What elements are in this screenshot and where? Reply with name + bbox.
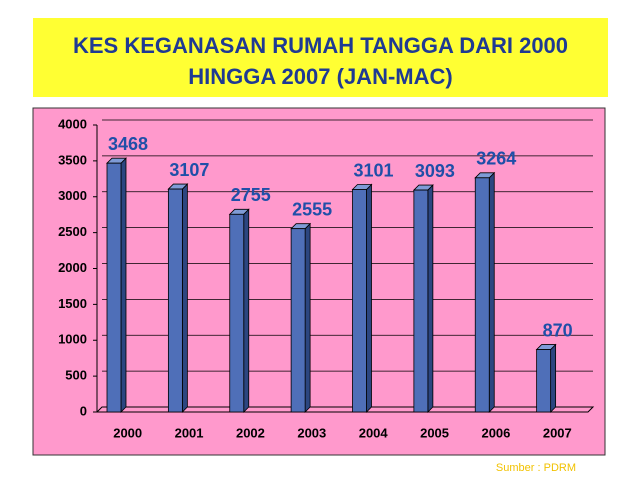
y-tick-label: 2000 — [58, 260, 87, 275]
value-label: 2555 — [292, 199, 332, 219]
x-tick-label: 2001 — [175, 425, 204, 440]
value-label: 3107 — [169, 160, 209, 180]
y-tick-label: 3500 — [58, 152, 87, 167]
x-tick-label: 2005 — [420, 425, 449, 440]
value-label: 3093 — [415, 161, 455, 181]
bar-side — [243, 208, 250, 413]
value-label: 870 — [543, 320, 573, 340]
bar — [106, 162, 122, 413]
value-label: 3101 — [353, 160, 393, 180]
plot-background — [32, 107, 606, 456]
value-label: 3264 — [476, 149, 516, 169]
y-tick-label: 500 — [65, 368, 87, 383]
y-tick-label: 4000 — [58, 116, 87, 131]
y-tick-label: 1500 — [58, 296, 87, 311]
bar — [290, 228, 306, 413]
chart-title: KES KEGANASAN RUMAH TANGGA DARI 2000 HIN… — [33, 18, 608, 97]
bar — [167, 188, 183, 413]
value-label: 3468 — [108, 134, 148, 154]
y-tick-label: 0 — [80, 403, 87, 418]
x-tick-label: 2007 — [543, 425, 572, 440]
x-tick-label: 2002 — [236, 425, 265, 440]
source-note: Sumber : PDRM — [496, 462, 576, 474]
bar-side — [366, 183, 372, 413]
x-tick-label: 2004 — [359, 425, 389, 440]
bar-side — [120, 157, 127, 413]
bar-side — [427, 184, 434, 413]
bar — [474, 177, 490, 413]
bar — [536, 349, 552, 413]
bar — [352, 189, 367, 413]
x-tick-label: 2006 — [481, 425, 510, 440]
bar — [229, 213, 245, 413]
y-tick-label: 2500 — [58, 224, 87, 239]
y-tick-label: 3000 — [58, 188, 87, 203]
bar-side — [488, 171, 495, 413]
x-tick-label: 2000 — [113, 425, 142, 440]
x-tick-label: 2003 — [297, 425, 326, 440]
y-tick-label: 1000 — [58, 332, 87, 347]
bar-side — [550, 343, 557, 413]
bar-side — [304, 222, 311, 413]
bar-side — [181, 183, 188, 413]
bar — [413, 189, 429, 413]
value-label: 2755 — [231, 185, 271, 205]
